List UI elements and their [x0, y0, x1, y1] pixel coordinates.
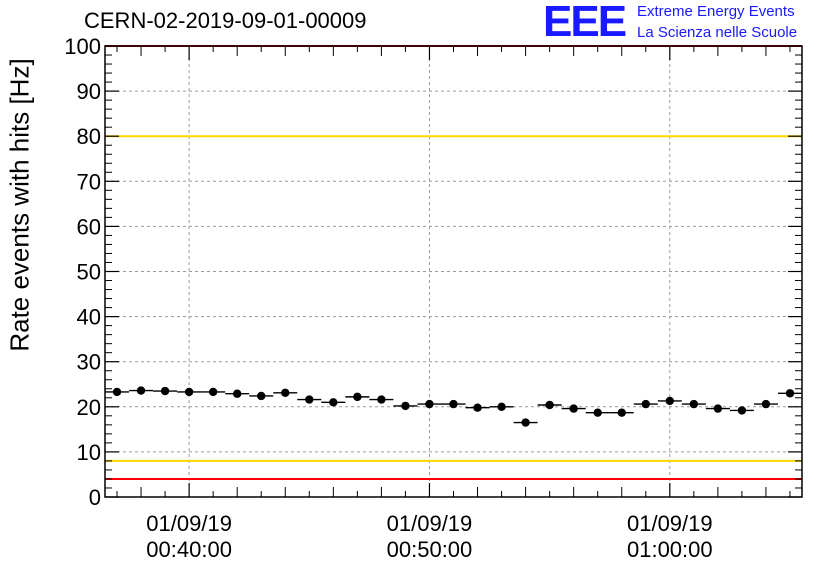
y-tick-label: 60	[77, 214, 101, 239]
data-point	[377, 395, 386, 404]
x-tick-label-date: 01/09/19	[627, 511, 713, 536]
data-point	[569, 404, 578, 413]
data-series	[105, 386, 802, 427]
data-point	[713, 404, 723, 413]
data-point	[521, 418, 530, 427]
data-point	[112, 387, 122, 397]
x-tick-label-time: 01:00:00	[627, 537, 713, 562]
data-point	[737, 406, 747, 415]
data-point	[136, 386, 146, 395]
y-tick-label: 30	[77, 350, 101, 375]
data-point	[281, 388, 290, 398]
x-tick-label-date: 01/09/19	[387, 511, 473, 536]
y-tick-label: 10	[77, 440, 101, 465]
data-point	[617, 408, 626, 417]
grid	[105, 46, 802, 497]
data-point	[425, 399, 434, 409]
y-tick-label: 20	[77, 395, 101, 420]
logo-subtitle-2: La Scienza nelle Scuole	[637, 24, 798, 41]
data-point	[329, 398, 338, 407]
data-point	[473, 403, 482, 412]
data-point	[401, 401, 410, 411]
tick-labels: 010203040506070809010001/09/1900:40:0001…	[64, 34, 712, 562]
data-point	[449, 399, 458, 409]
y-axis-label: Rate events with hits [Hz]	[4, 58, 35, 352]
y-tick-label: 100	[64, 34, 101, 59]
data-point	[353, 392, 362, 402]
x-tick-label-time: 00:40:00	[146, 537, 232, 562]
chart-title: CERN-02-2019-09-01-00009	[84, 8, 367, 33]
data-point	[305, 395, 314, 404]
axis-ticks	[105, 45, 802, 498]
y-tick-label: 0	[89, 485, 101, 510]
data-point	[497, 402, 506, 411]
y-tick-label: 50	[77, 260, 101, 285]
y-tick-label: 80	[77, 124, 101, 149]
reference-lines	[105, 45, 802, 480]
x-tick-label-date: 01/09/19	[146, 511, 232, 536]
data-point	[689, 399, 699, 409]
eee-logo: EEE	[543, 0, 627, 46]
data-point	[785, 389, 795, 398]
y-tick-label: 40	[77, 305, 101, 330]
data-point	[232, 389, 242, 398]
data-point	[593, 408, 602, 417]
x-tick-label-time: 00:50:00	[387, 537, 473, 562]
data-point	[545, 400, 554, 410]
data-point	[184, 387, 194, 397]
data-point	[160, 386, 170, 396]
data-point	[641, 399, 650, 409]
data-point	[208, 387, 218, 397]
data-point	[665, 396, 675, 406]
data-point	[761, 399, 771, 409]
y-tick-label: 90	[77, 79, 101, 104]
data-point	[257, 391, 266, 401]
y-tick-label: 70	[77, 169, 101, 194]
logo-subtitle-1: Extreme Energy Events	[637, 3, 795, 20]
